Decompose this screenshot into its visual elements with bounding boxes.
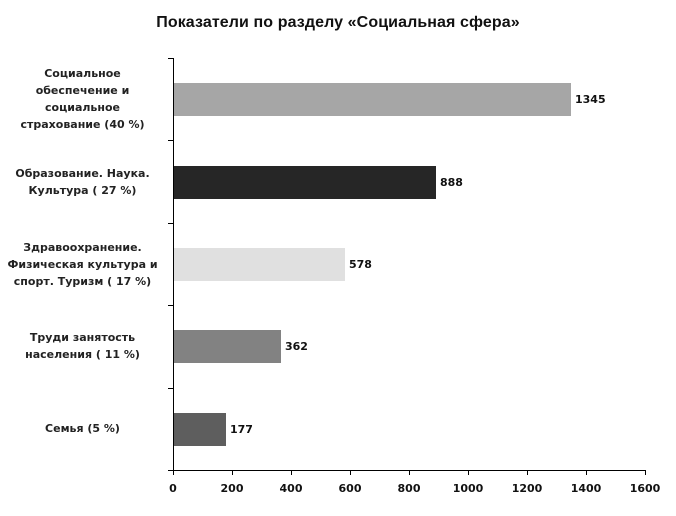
category-label-line: Социальное bbox=[44, 67, 121, 80]
x-tick-label: 1600 bbox=[629, 482, 661, 495]
x-tick-label: 0 bbox=[169, 482, 177, 495]
category-label-line: обеспечение и bbox=[35, 84, 130, 97]
y-axis-tick bbox=[168, 305, 173, 306]
category-label: Семья (5 %) bbox=[0, 420, 165, 437]
x-axis-tick bbox=[527, 470, 528, 475]
data-label: 888 bbox=[440, 176, 463, 189]
bar bbox=[174, 248, 345, 281]
category-label: Здравоохранение. Физическая культура и спо… bbox=[0, 239, 165, 290]
category-label-line: населения ( 11 %) bbox=[25, 348, 140, 361]
category-label-line: социальное bbox=[45, 101, 120, 114]
x-tick-label: 200 bbox=[220, 482, 244, 495]
category-label-line: страхование (40 %) bbox=[20, 118, 145, 131]
chart-title: Показатели по разделу «Социальная сфера» bbox=[156, 14, 520, 31]
category-label-line: Культура ( 27 %) bbox=[28, 184, 137, 197]
category-label: Социальное обеспечение и социальное страхов… bbox=[0, 65, 165, 133]
category-label-line: Образование. Наука. bbox=[15, 167, 150, 180]
y-axis-tick bbox=[168, 140, 173, 141]
x-axis-tick bbox=[173, 470, 174, 475]
category-label-line: Здравоохранение. bbox=[23, 241, 142, 254]
bar bbox=[174, 330, 281, 363]
x-axis-tick bbox=[645, 470, 646, 475]
category-label: Труди занятость населения ( 11 %) bbox=[0, 329, 165, 363]
x-tick-label: 400 bbox=[279, 482, 303, 495]
x-axis-tick bbox=[291, 470, 292, 475]
x-axis-tick bbox=[350, 470, 351, 475]
category-label: Образование. Наука. Культура ( 27 %) bbox=[0, 165, 165, 199]
category-label-line: спорт. Туризм ( 17 %) bbox=[13, 275, 152, 288]
y-axis-tick bbox=[168, 223, 173, 224]
x-tick-label: 1200 bbox=[511, 482, 543, 495]
y-axis-tick bbox=[168, 470, 173, 471]
bar bbox=[174, 166, 436, 199]
y-axis-line bbox=[173, 58, 174, 471]
x-axis-tick bbox=[232, 470, 233, 475]
x-axis-tick bbox=[468, 470, 469, 475]
data-label: 1345 bbox=[575, 93, 606, 106]
y-axis-tick bbox=[168, 388, 173, 389]
y-axis-tick bbox=[168, 58, 173, 59]
category-label-line: Труди занятость bbox=[29, 331, 136, 344]
bar bbox=[174, 413, 226, 446]
data-label: 362 bbox=[285, 340, 308, 353]
category-label-line: Семья (5 %) bbox=[45, 422, 120, 435]
x-axis-tick bbox=[586, 470, 587, 475]
x-tick-label: 1400 bbox=[570, 482, 602, 495]
data-label: 578 bbox=[349, 258, 372, 271]
bar bbox=[174, 83, 571, 116]
x-tick-label: 600 bbox=[338, 482, 362, 495]
x-tick-label: 800 bbox=[397, 482, 421, 495]
x-tick-label: 1000 bbox=[452, 482, 484, 495]
data-label: 177 bbox=[230, 423, 253, 436]
category-label-line: Физическая культура и bbox=[7, 258, 158, 271]
x-axis-tick bbox=[409, 470, 410, 475]
